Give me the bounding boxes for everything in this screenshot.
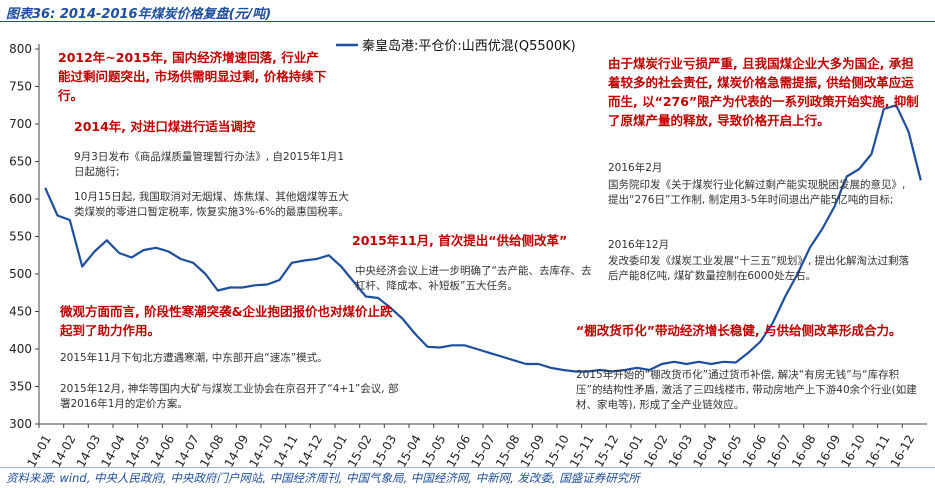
series-line-0 xyxy=(44,104,922,373)
annotation-cold-wave: 2015年11月下旬北方遭遇寒潮, 中东部开启“速冻”模式。 xyxy=(60,352,328,364)
x-tick-label: 16-12 xyxy=(888,433,918,469)
annotation-sep3: 9月3日发布《商品煤质量管理暂行办法》, 自2015年1月1日起施行; xyxy=(74,151,345,178)
y-tick-label: 650 xyxy=(9,155,32,169)
y-tick-label: 400 xyxy=(9,342,32,356)
annotation-shantytown-detail: 2015年开始的“棚改货币化”通过货币补偿, 解决“有房无钱”与“库存积压”的结… xyxy=(576,369,917,411)
y-tick-label: 450 xyxy=(9,305,32,319)
annotation-central-meeting: 中央经济会议上进一步明确了“去产能、去库存、去杠杆、降成本、补短板”五大任务。 xyxy=(355,265,592,292)
annotation-2015-11-supply: 2015年11月, 首次提出“供给侧改革” xyxy=(352,233,568,248)
annotation-2014-import: 2014年, 对进口煤进行适当调控 xyxy=(74,119,256,134)
y-tick-label: 750 xyxy=(9,80,32,94)
chart-legend: 秦皇岛港:平仓价:山西优混(Q5500K) xyxy=(336,38,576,54)
annotation-2012-2015: 2012年~2015年, 国内经济增速回落, 行业产能过剩问题突出, 市场供需明… xyxy=(58,50,327,103)
annotation-micro: 微观方面而言, 阶段性寒潮突袭&企业抱团报价也对煤价止跌起到了助力作用。 xyxy=(60,304,393,338)
source-note: 资料来源: wind, 中央人民政府, 中央政府门户网站, 中国经济周刊, 中国… xyxy=(6,471,640,485)
price-chart: 30035040045050055060065070075080014-0114… xyxy=(9,38,927,469)
y-tick-label: 350 xyxy=(9,380,32,394)
annotation-loss-policy: 由于煤炭行业亏损严重, 且我国煤企业大多为国企, 承担着较多的社会责任, 煤炭价… xyxy=(608,56,919,128)
source-rule xyxy=(0,467,935,468)
annotation-oct15: 10月15日起, 我国取消对无烟煤、炼焦煤、其他烟煤等五大类煤炭的零进口暂定税率… xyxy=(74,191,349,218)
annotation-2016-02: 国务院印发《关于煤炭行业化解过剩产能实现脱困发展的意见》, 提出“276日”工作… xyxy=(608,179,906,206)
annotation-2016-12: 发改委印发《煤炭工业发展“十三五”规划》, 提出化解淘汰过剩落后产能8亿吨, 煤… xyxy=(608,255,910,282)
y-tick-label: 500 xyxy=(9,267,32,281)
annotation-2016-02-date: 2016年2月 xyxy=(608,162,663,174)
y-tick-label: 550 xyxy=(9,230,32,244)
legend-label: 秦皇岛港:平仓价:山西优混(Q5500K) xyxy=(362,38,576,54)
annotation-2016-12-date: 2016年12月 xyxy=(608,239,670,251)
y-tick-label: 600 xyxy=(9,192,32,206)
y-tick-label: 300 xyxy=(9,417,32,431)
annotation-shantytown: “棚改货币化”带动经济增长稳健, 与供给侧改革形成合力。 xyxy=(576,323,902,338)
y-tick-label: 700 xyxy=(9,117,32,131)
chart-series xyxy=(44,104,922,373)
figure-title: 图表36: 2014-2016年煤炭价格复盘(元/吨) xyxy=(6,7,272,22)
title-rule xyxy=(0,21,935,22)
annotation-dec-meeting: 2015年12月, 神华等国内大矿与煤炭工业协会在京召开了“4+1”会议, 部署… xyxy=(60,383,399,410)
y-tick-label: 800 xyxy=(9,42,32,56)
